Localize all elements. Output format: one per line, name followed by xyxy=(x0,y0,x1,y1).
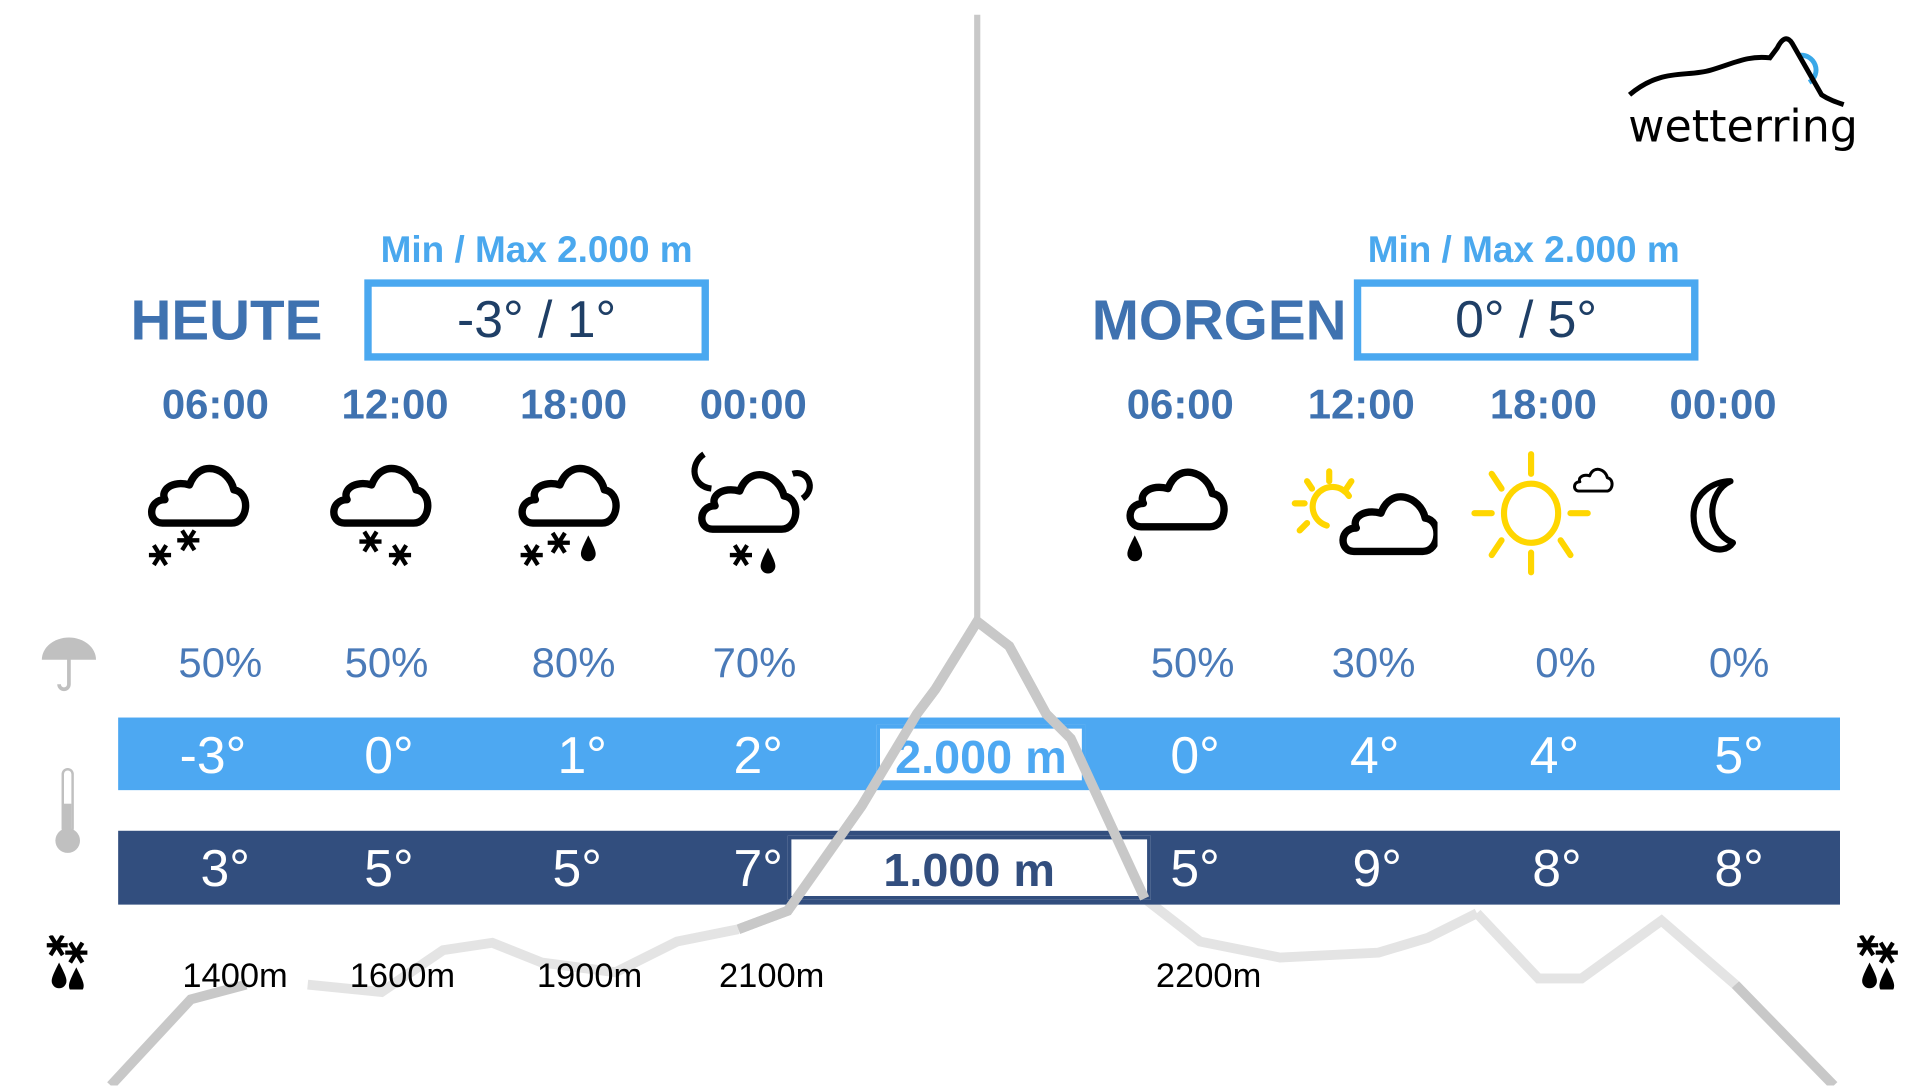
mountain-peak-overlay xyxy=(738,614,1150,934)
precip-value: 0% xyxy=(1535,639,1596,687)
temp-1000: 8° xyxy=(1532,839,1582,898)
precip-value: 0% xyxy=(1708,639,1770,687)
moon-cloud-sleet-icon xyxy=(691,451,813,574)
cloud-snow-icon xyxy=(129,449,277,578)
precip-value: 50% xyxy=(344,639,429,687)
snowline-value: 2100m xyxy=(718,956,825,995)
thermometer-icon xyxy=(55,767,80,853)
temp-2000: 0° xyxy=(364,726,414,784)
cloud-snow-icon xyxy=(311,449,459,578)
temp-2000: 4° xyxy=(1529,726,1580,784)
today-label: HEUTE xyxy=(130,287,323,352)
wetterring-logo: wetterring xyxy=(1627,36,1858,153)
time-label: 18:00 xyxy=(520,381,628,429)
sun-small-cloud-icon xyxy=(1471,451,1614,576)
cloud-rain-icon xyxy=(1108,449,1256,562)
level-1000-label: 1.000 m xyxy=(787,835,1151,900)
time-label: 00:00 xyxy=(1669,381,1777,429)
time-label: 12:00 xyxy=(341,381,449,429)
moon-icon xyxy=(1690,478,1736,553)
temp-1000: 5° xyxy=(364,839,414,898)
cloud-sleet-icon xyxy=(500,449,648,578)
snowline-value: 1600m xyxy=(349,956,456,995)
today-minmax-label: Min / Max 2.000 m xyxy=(380,230,693,271)
time-label: 18:00 xyxy=(1489,381,1597,429)
precip-value: 50% xyxy=(1150,639,1235,687)
temp-2000: 5° xyxy=(1714,726,1764,784)
time-label: 06:00 xyxy=(1126,381,1234,429)
snowline-value: 1900m xyxy=(536,956,643,995)
temp-2000: 1° xyxy=(557,726,607,784)
temp-1000: 8° xyxy=(1714,839,1764,898)
snowline-value: 2200m xyxy=(1155,956,1262,995)
snowline-icon xyxy=(1857,935,1906,990)
temp-2000: -3° xyxy=(179,726,247,784)
time-label: 00:00 xyxy=(699,381,807,429)
precip-value: 80% xyxy=(531,639,616,687)
snowline-icon xyxy=(47,935,96,990)
temp-2000: 0° xyxy=(1170,726,1220,784)
precip-value: 30% xyxy=(1331,639,1416,687)
temp-1000: 5° xyxy=(1170,839,1220,898)
temp-1000: 9° xyxy=(1352,839,1402,898)
temp-1000: 7° xyxy=(733,839,783,898)
temp-1000: 5° xyxy=(552,839,602,898)
today-minmax-box: -3° / 1° xyxy=(364,279,709,361)
temp-2000: 2° xyxy=(733,726,783,784)
time-label: 12:00 xyxy=(1307,381,1415,429)
umbrella-icon xyxy=(41,637,96,692)
tomorrow-label: MORGEN xyxy=(1091,287,1347,352)
tomorrow-minmax-label: Min / Max 2.000 m xyxy=(1367,230,1680,271)
sun-cloud-icon xyxy=(1291,468,1438,578)
snowline-value: 1400m xyxy=(182,956,288,995)
time-label: 06:00 xyxy=(161,381,269,429)
tomorrow-minmax-box: 0° / 5° xyxy=(1353,279,1699,361)
temp-2000: 4° xyxy=(1350,726,1400,784)
precip-value: 50% xyxy=(178,639,263,687)
svg-text:wetterring: wetterring xyxy=(1628,102,1858,153)
temp-1000: 3° xyxy=(200,839,250,898)
level-2000-label: 2.000 m xyxy=(876,724,1086,784)
precip-value: 70% xyxy=(712,639,797,687)
